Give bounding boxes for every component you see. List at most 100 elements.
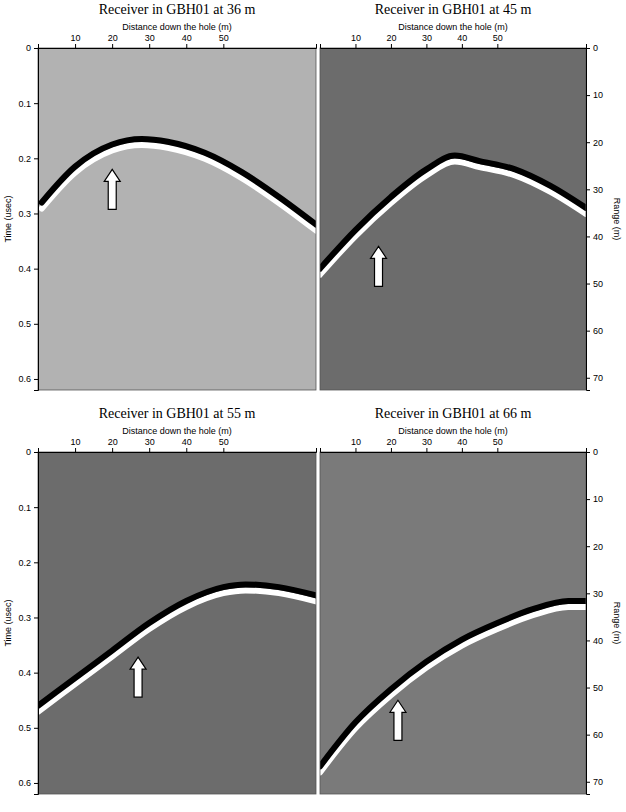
x-tick: 30 xyxy=(422,33,432,48)
y-tick-mark xyxy=(34,783,38,784)
y-axis: 00.10.20.30.40.50.6 xyxy=(18,43,38,390)
reflection-band-light xyxy=(320,162,586,275)
y-tick-mark xyxy=(34,379,38,380)
y2-tick-mark xyxy=(586,688,590,689)
y2-tick: 20 xyxy=(586,138,603,148)
y-axis-line xyxy=(34,49,39,391)
y2-tick: 40 xyxy=(586,232,603,242)
x-tick: 10 xyxy=(351,33,361,48)
x-tick-label: 10 xyxy=(351,33,361,43)
y2-tick: 0 xyxy=(586,447,598,457)
x-axis: 1020304050 xyxy=(39,437,317,453)
y2-tick-label: 30 xyxy=(593,185,603,195)
y2-tick: 60 xyxy=(586,730,603,740)
plot-frame xyxy=(38,452,316,794)
y-tick: 0.6 xyxy=(18,778,38,788)
y-tick-label: 0.2 xyxy=(18,558,31,568)
figure: 10 20 30 40 50 Distance down the hole (m) 0 0.1… xyxy=(0,0,626,812)
x-tick-label: 40 xyxy=(182,437,192,447)
y-tick-mark xyxy=(34,673,38,674)
y-tick-label: 0 xyxy=(26,447,31,457)
x-tick-mark xyxy=(223,448,224,452)
x-tick-label: 30 xyxy=(145,437,155,447)
x-tick-label: 30 xyxy=(422,437,432,447)
x-tick: 30 xyxy=(145,437,155,452)
y-tick-label: 0.1 xyxy=(18,99,31,109)
x-tick-mark xyxy=(186,44,187,48)
x-axis: 1020304050 xyxy=(321,437,587,453)
y2-tick-label: 70 xyxy=(593,777,603,787)
panel-background xyxy=(38,452,316,794)
y2-tick-label: 20 xyxy=(593,138,603,148)
y2-tick: 60 xyxy=(586,326,603,336)
y-axis-title: Time (usec) xyxy=(3,195,13,242)
y-tick-label: 0.5 xyxy=(18,723,31,733)
y2-tick-label: 20 xyxy=(593,542,603,552)
y2-axis-line xyxy=(587,453,591,795)
x-tick-mark xyxy=(75,448,76,452)
x-tick: 30 xyxy=(145,33,155,48)
y-tick-mark xyxy=(34,158,38,159)
x-tick-label: 20 xyxy=(108,33,118,43)
x-tick: 50 xyxy=(219,437,229,452)
y2-tick-mark xyxy=(586,735,590,736)
y2-tick: 50 xyxy=(586,279,603,289)
x-tick-mark xyxy=(223,44,224,48)
y-tick-label: 0.1 xyxy=(18,503,31,513)
y-tick: 0.3 xyxy=(18,209,38,219)
x-tick: 40 xyxy=(457,33,467,48)
y2-tick-label: 40 xyxy=(593,636,603,646)
plot-area xyxy=(320,156,586,275)
reflection-band-light xyxy=(320,607,586,772)
x-tick: 40 xyxy=(182,33,192,48)
x-tick: 20 xyxy=(386,33,396,48)
x-tick-mark xyxy=(355,448,356,452)
x-tick: 30 xyxy=(422,437,432,452)
y2-tick-mark xyxy=(586,95,590,96)
plot-frame xyxy=(38,48,316,390)
x-axis-title: Distance down the hole (m) xyxy=(398,426,508,436)
y2-tick-mark xyxy=(586,142,590,143)
x-tick-mark xyxy=(462,44,463,48)
panel-title: Receiver in GBH01 at 45 m xyxy=(375,2,532,17)
y2-axis: 010203040506070 xyxy=(586,447,603,794)
y2-tick-label: 40 xyxy=(593,232,603,242)
y-tick-label: 0.4 xyxy=(18,264,31,274)
y2-tick: 70 xyxy=(586,777,603,787)
y-tick-mark xyxy=(34,103,38,104)
y2-tick-mark xyxy=(586,593,590,594)
y-tick-mark xyxy=(34,617,38,618)
y-tick: 0.4 xyxy=(18,264,38,274)
panel: 1020304050Distance down the hole (m)00.1… xyxy=(3,406,317,795)
arrow xyxy=(390,700,406,740)
y-tick-label: 0.3 xyxy=(18,209,31,219)
y2-tick-label: 70 xyxy=(593,373,603,383)
x-tick: 20 xyxy=(108,437,118,452)
y2-tick-label: 10 xyxy=(593,494,603,504)
y2-tick-label: 50 xyxy=(593,683,603,693)
y-tick: 0.4 xyxy=(18,668,38,678)
y-tick: 0.6 xyxy=(18,374,38,384)
y2-axis-line xyxy=(587,49,591,391)
y-tick: 0.5 xyxy=(18,319,38,329)
arrow xyxy=(130,657,146,697)
y-tick-label: 0.6 xyxy=(18,778,31,788)
x-tick: 20 xyxy=(386,437,396,452)
x-tick-mark xyxy=(149,448,150,452)
x-tick-label: 30 xyxy=(422,33,432,43)
y2-tick-mark xyxy=(586,331,590,332)
y-tick-mark xyxy=(34,269,38,270)
y-tick: 0.3 xyxy=(18,613,38,623)
x-tick-mark xyxy=(497,448,498,452)
x-tick-label: 20 xyxy=(386,33,396,43)
y2-axis: 010203040506070 xyxy=(586,43,603,390)
y2-tick-mark xyxy=(586,284,590,285)
y-tick: 0.1 xyxy=(18,99,38,109)
reflection-band-dark xyxy=(38,584,316,705)
panel-background xyxy=(38,48,316,390)
y2-axis-title: Range (m) xyxy=(612,602,622,645)
y2-tick-label: 60 xyxy=(593,730,603,740)
panel-title: Receiver in GBH01 at 66 m xyxy=(375,406,532,421)
y-tick-label: 0.2 xyxy=(18,154,31,164)
x-tick-mark xyxy=(186,448,187,452)
